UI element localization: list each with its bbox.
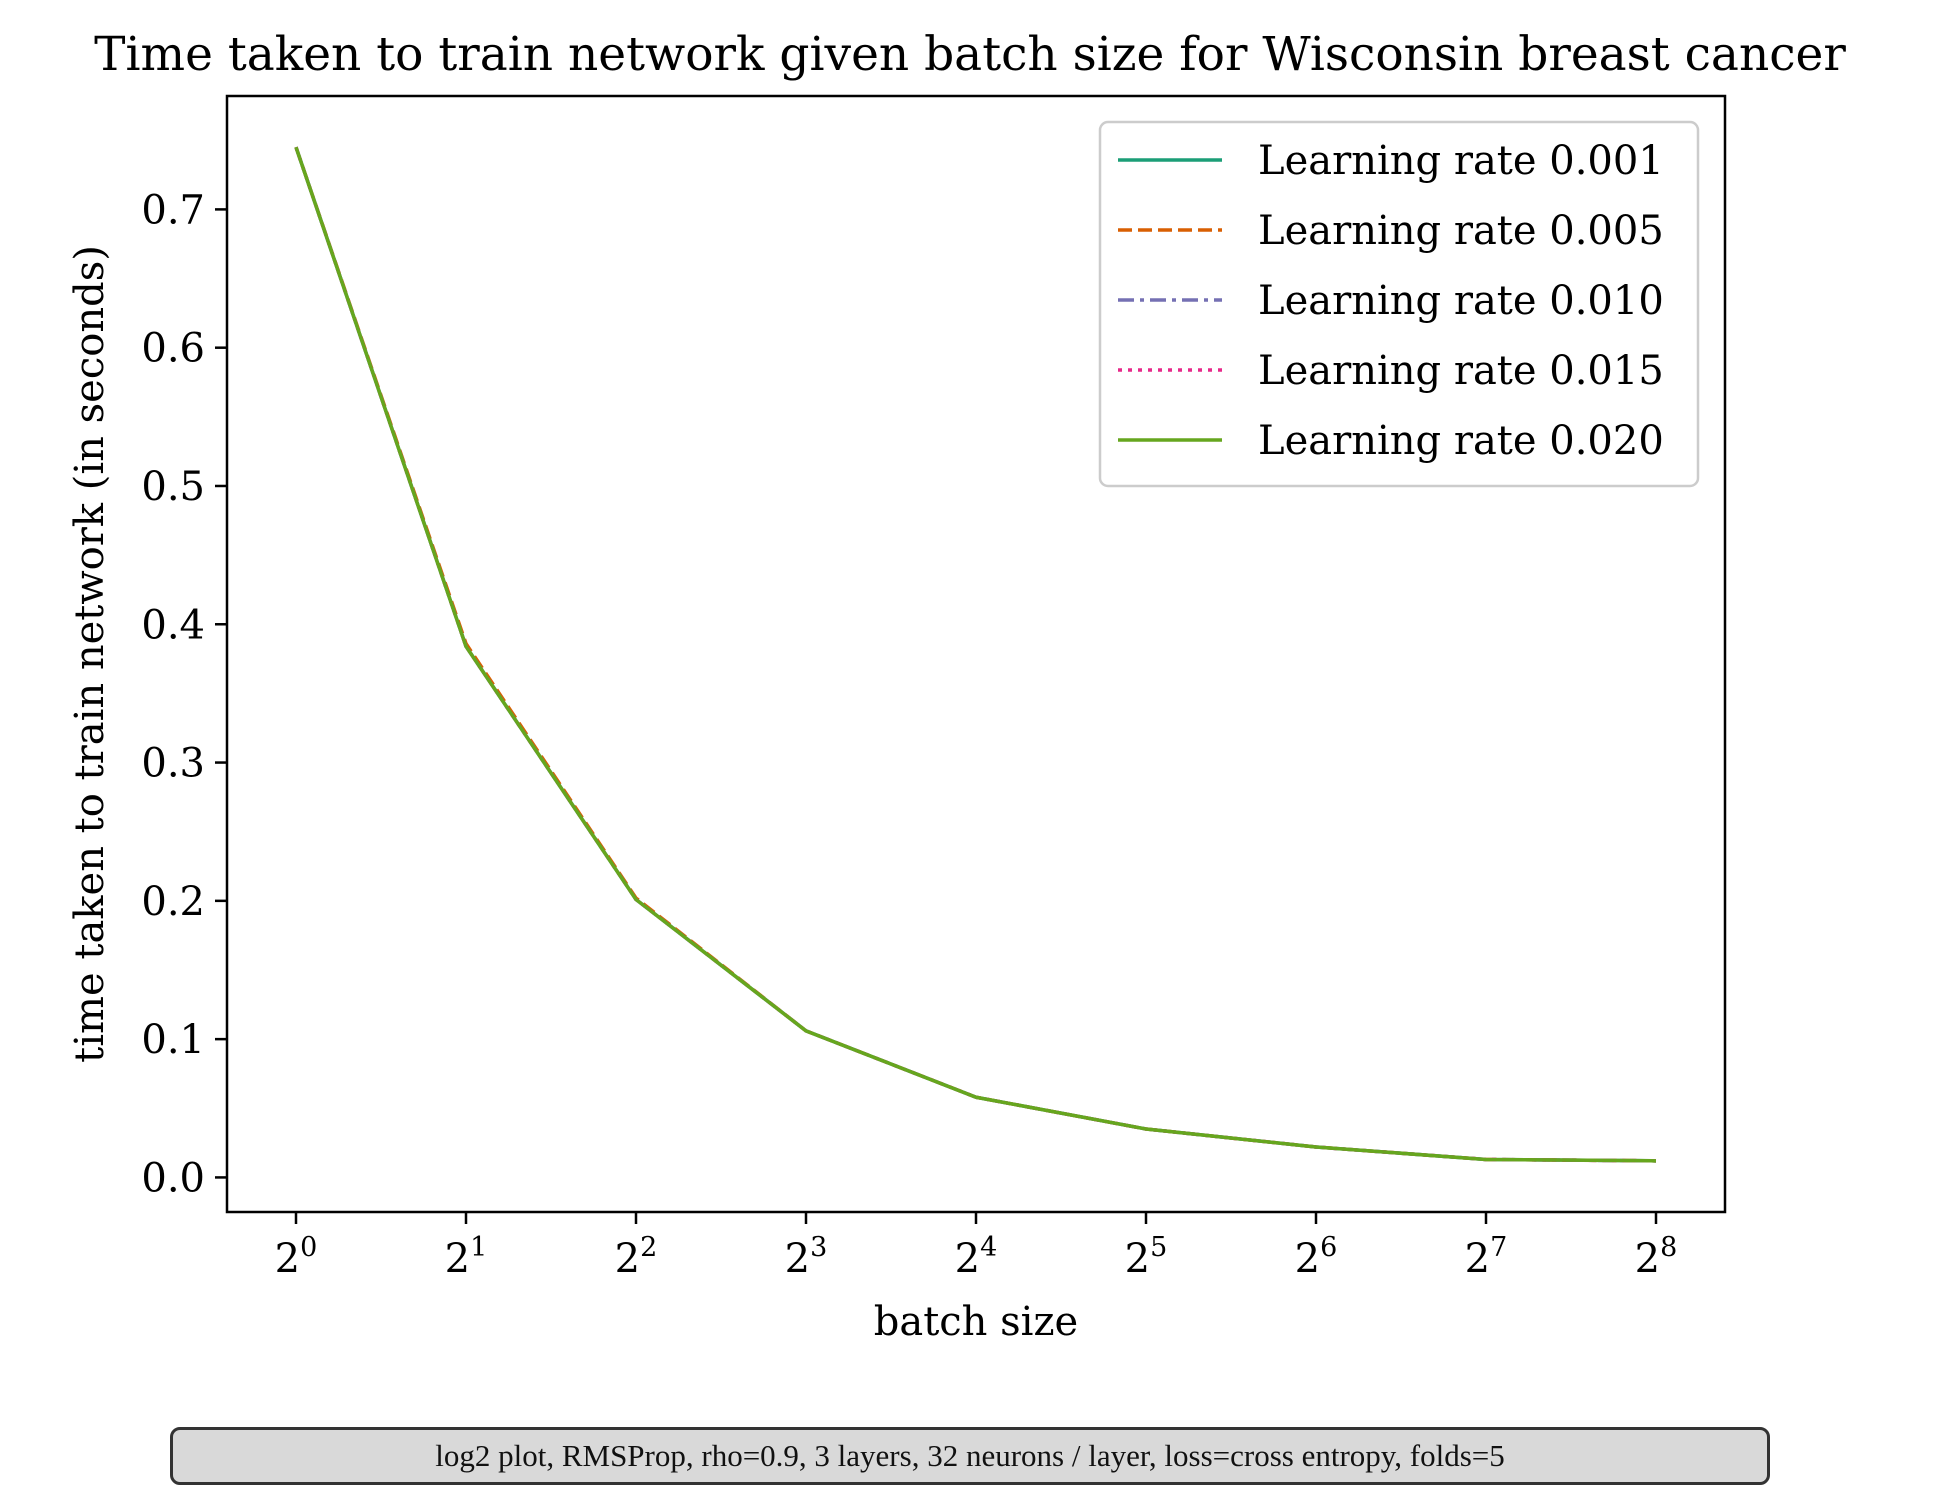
x-tick-label: 28 [1635, 1232, 1678, 1282]
x-tick-label: 22 [615, 1232, 658, 1282]
y-tick-label: 0.5 [141, 464, 205, 510]
plot-frame [225, 94, 1727, 1214]
legend-frame [1098, 120, 1700, 488]
y-tick-label: 0.2 [141, 879, 205, 925]
x-axis-ticks: 20 21 22 23 24 25 26 27 28 [275, 1212, 1678, 1282]
y-axis-ticks: 0.0 0.1 0.2 0.3 0.4 0.5 0.6 0.7 [141, 187, 227, 1201]
x-tick-label: 23 [785, 1232, 828, 1282]
x-tick-label: 24 [955, 1232, 998, 1282]
legend-label: Learning rate 0.001 [1258, 138, 1664, 184]
chart-title: Time taken to train network given batch … [94, 27, 1846, 82]
x-tick-label: 20 [275, 1232, 318, 1282]
legend-label: Learning rate 0.005 [1258, 208, 1664, 254]
legend-label: Learning rate 0.020 [1258, 418, 1664, 464]
series-layer [294, 146, 1657, 1163]
y-tick-label: 0.0 [141, 1155, 205, 1201]
x-tick-label: 21 [445, 1232, 488, 1282]
settings-annotation: log2 plot, RMSProp, rho=0.9, 3 layers, 3… [170, 1427, 1770, 1485]
legend-label: Learning rate 0.015 [1258, 348, 1664, 394]
x-tick-label: 27 [1465, 1232, 1508, 1282]
y-tick-label: 0.7 [141, 187, 205, 233]
y-tick-label: 0.4 [141, 602, 205, 648]
x-tick-label: 26 [1295, 1232, 1338, 1282]
y-tick-label: 0.1 [141, 1017, 205, 1063]
x-tick-label: 25 [1125, 1232, 1168, 1282]
x-axis-label: batch size [874, 1299, 1078, 1345]
legend: Learning rate 0.001 Learning rate 0.005 Le… [1098, 120, 1700, 488]
y-tick-label: 0.6 [141, 326, 205, 372]
legend-label: Learning rate 0.010 [1258, 278, 1664, 324]
y-axis-label: time taken to train network (in seconds) [67, 245, 113, 1063]
y-tick-label: 0.3 [141, 741, 205, 787]
